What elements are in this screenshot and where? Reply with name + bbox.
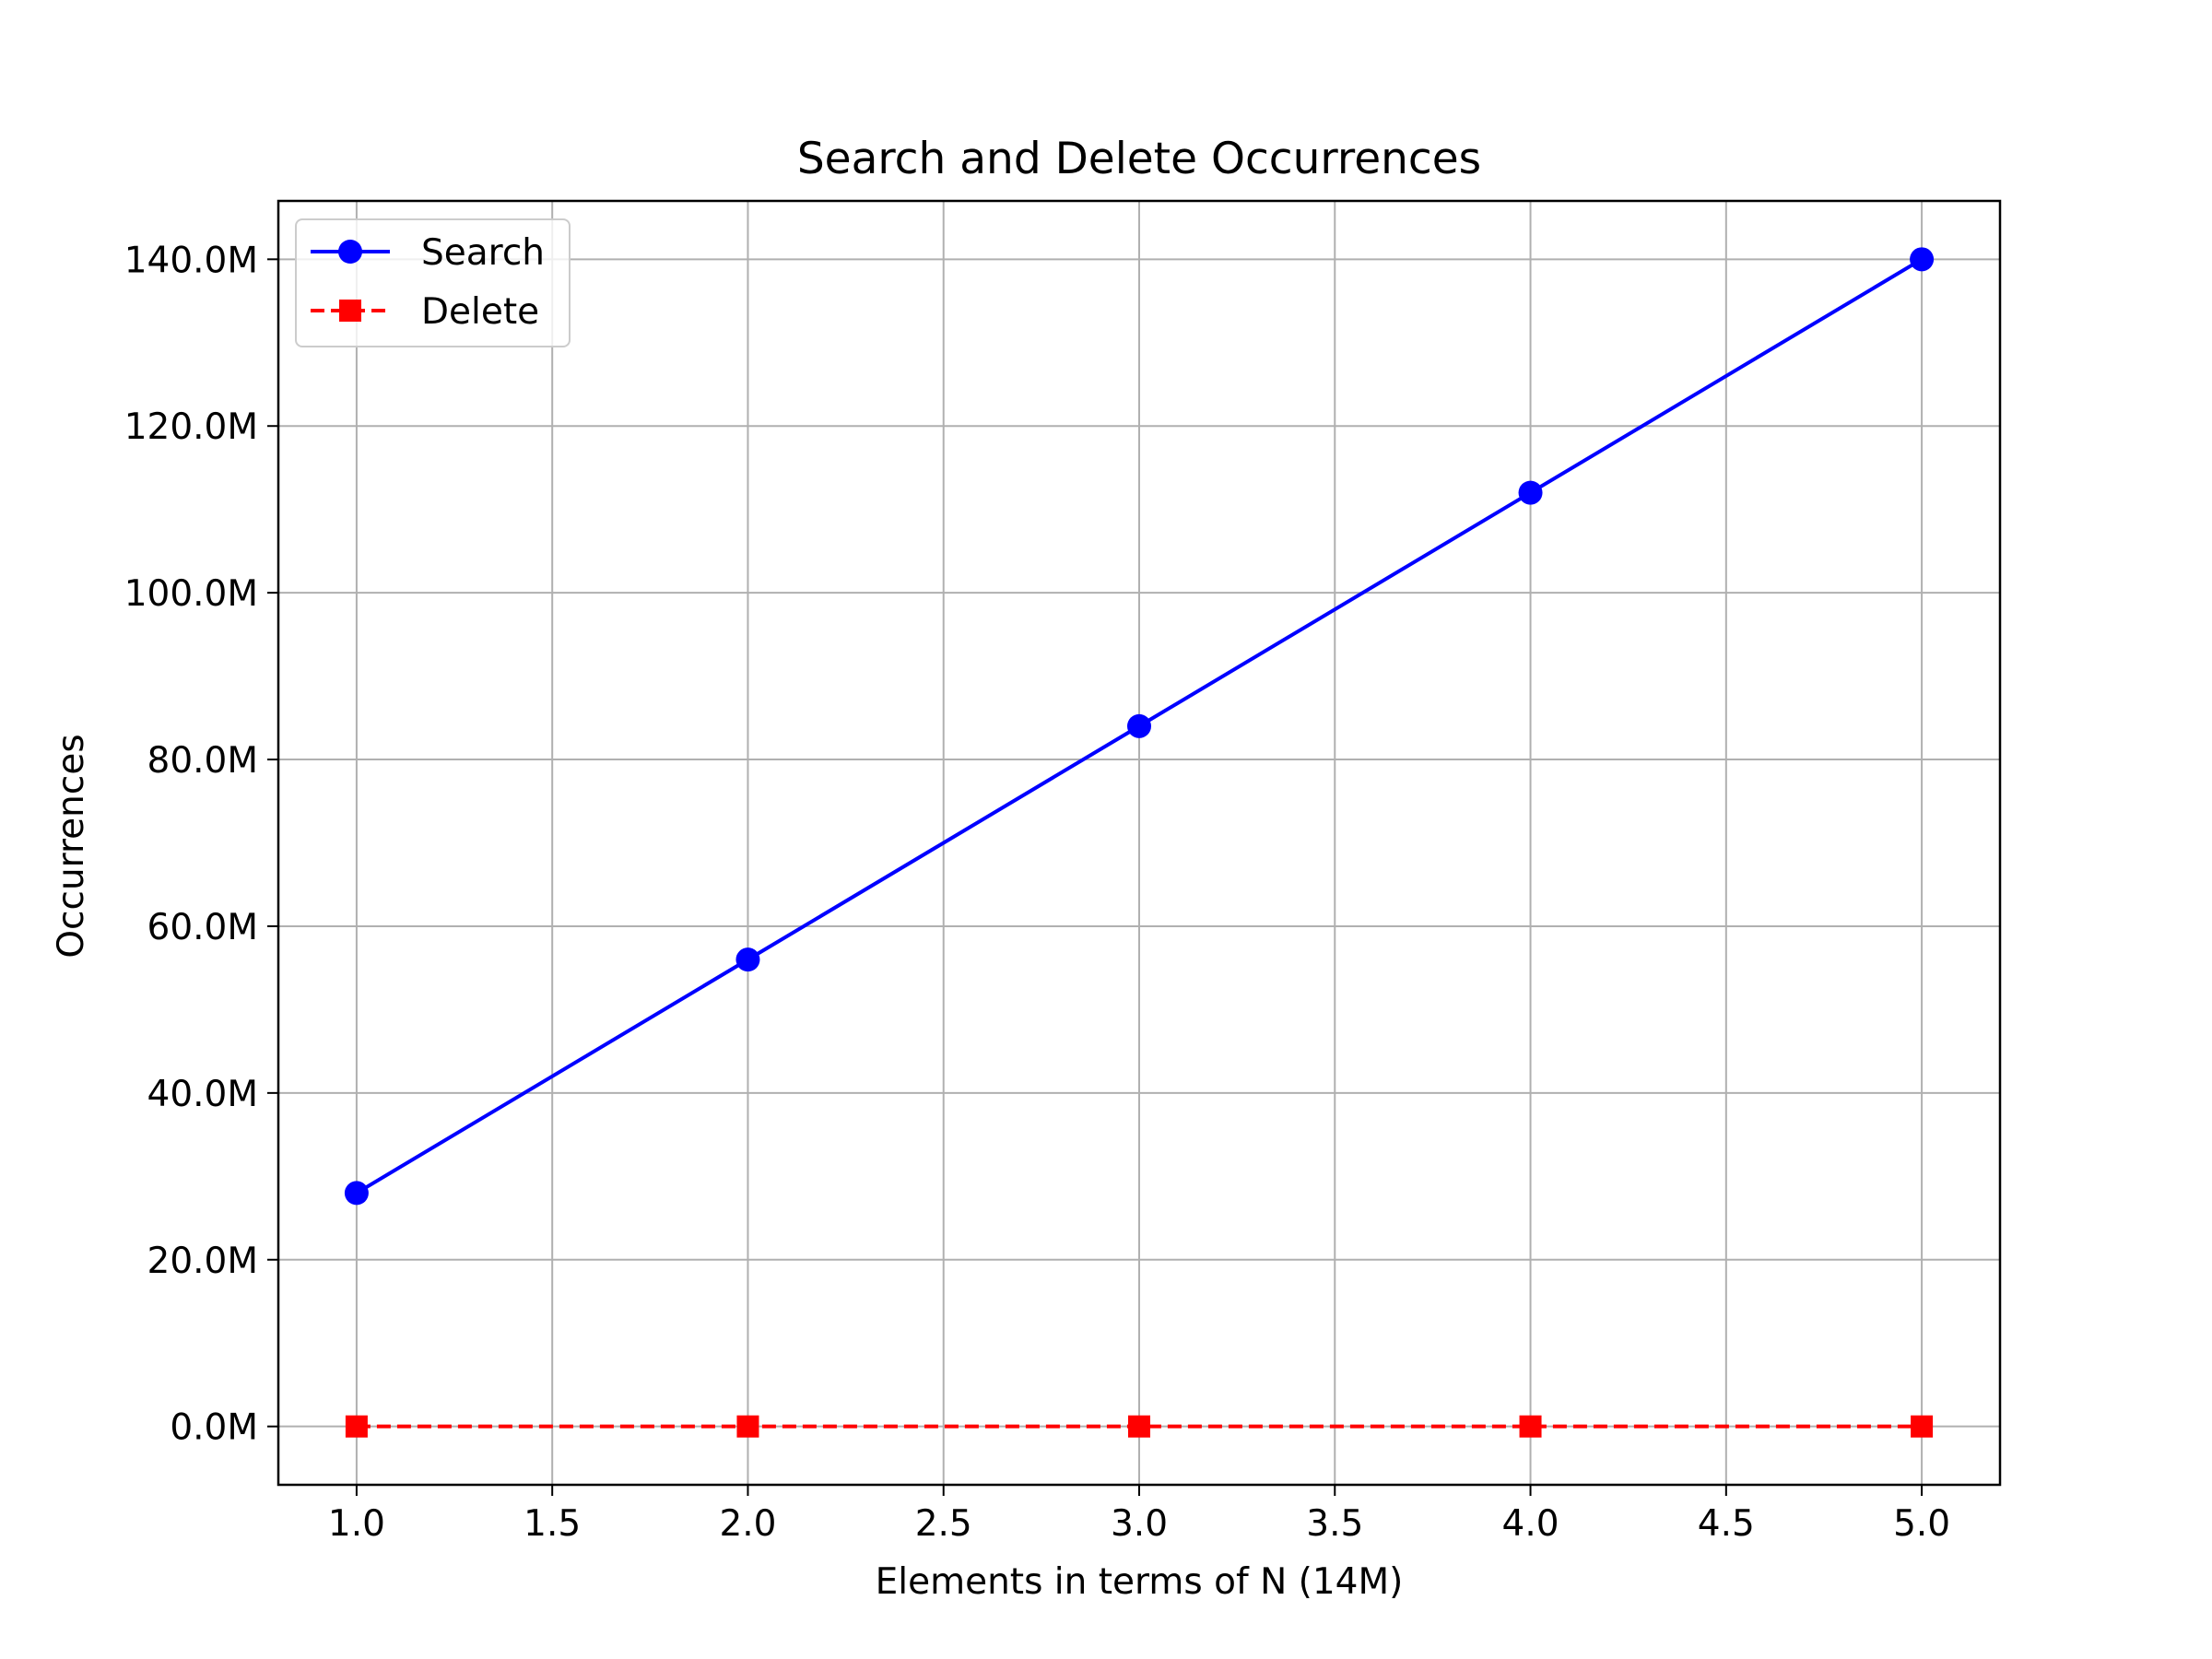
legend-delete-marker: [339, 300, 361, 322]
legend: Search Delete: [295, 218, 571, 347]
x-tick-label: 3.5: [1306, 1503, 1363, 1545]
search-point: [735, 947, 760, 972]
x-tick-label: 1.0: [328, 1503, 385, 1545]
legend-delete-label: Delete: [421, 291, 539, 333]
y-tick-label: 20.0M: [147, 1241, 259, 1282]
x-ticks: 1.0 1.5 2.0 2.5 3.0 3.5 4.0 4.5 5.0: [328, 1485, 1950, 1545]
y-tick-label: 100.0M: [124, 573, 258, 615]
chart-title: Search and Delete Occurrences: [797, 134, 1481, 184]
delete-point: [1128, 1415, 1150, 1438]
plot-series: [344, 247, 1935, 1438]
search-point: [1518, 480, 1543, 505]
search-point: [344, 1181, 369, 1206]
y-tick-label: 140.0M: [124, 240, 258, 281]
x-tick-label: 5.0: [1893, 1503, 1950, 1545]
x-axis-label: Elements in terms of N (14M): [876, 1561, 1404, 1603]
search-point: [1127, 713, 1151, 738]
legend-search-marker: [338, 240, 362, 264]
delete-point: [1911, 1415, 1934, 1438]
plot-frame: [276, 199, 2002, 1487]
y-tick-label: 80.0M: [147, 740, 259, 782]
x-tick-label: 4.5: [1698, 1503, 1755, 1545]
x-tick-label: 2.0: [719, 1503, 776, 1545]
y-tick-label: 0.0M: [170, 1407, 258, 1449]
x-tick-label: 3.0: [1111, 1503, 1168, 1545]
y-ticks: 0.0M 20.0M 40.0M 60.0M 80.0M 100.0M 120.0M 140.…: [124, 240, 278, 1449]
y-axis-label: Occurrences: [51, 734, 92, 958]
delete-point: [345, 1415, 368, 1438]
y-tick-label: 60.0M: [147, 907, 259, 948]
y-tick-label: 120.0M: [124, 406, 258, 448]
x-tick-label: 4.0: [1502, 1503, 1559, 1545]
delete-point: [1519, 1415, 1542, 1438]
y-tick-label: 40.0M: [147, 1074, 259, 1115]
x-tick-label: 2.5: [915, 1503, 972, 1545]
delete-point: [736, 1415, 759, 1438]
legend-search-label: Search: [421, 232, 545, 274]
x-tick-label: 1.5: [524, 1503, 581, 1545]
search-point: [1910, 247, 1935, 272]
